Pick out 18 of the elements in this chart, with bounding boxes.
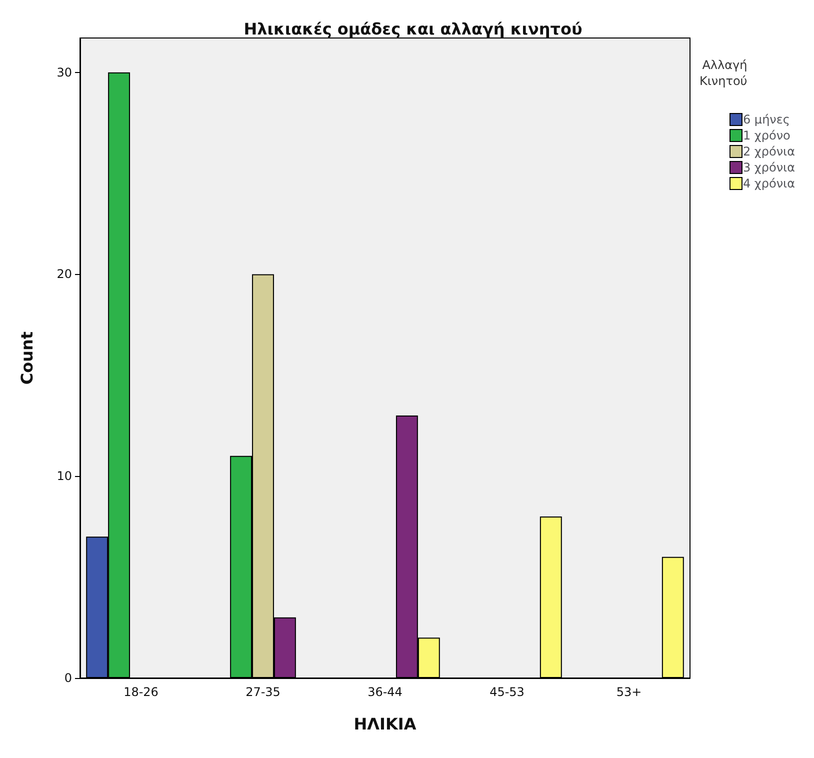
legend-label: 6 μήνες xyxy=(742,112,790,126)
x-tick-label: 36-44 xyxy=(368,685,402,699)
x-axis-title: ΗΛΙΚΙΑ xyxy=(354,714,417,734)
y-tick-label: 10 xyxy=(56,469,72,484)
y-tick-label: 20 xyxy=(56,267,72,282)
x-tick-label: 45-53 xyxy=(490,685,524,699)
legend-title: Αλλαγή Κινητού xyxy=(700,58,748,88)
y-axis-title: Count xyxy=(18,331,36,385)
legend-label: 2 χρόνια xyxy=(742,144,796,158)
y-tick-label: 30 xyxy=(56,65,72,80)
x-tick-label: 18-26 xyxy=(124,685,158,699)
chart-title: Ηλικιακές ομάδες και αλλαγή κινητού xyxy=(244,20,582,38)
legend-label: 3 χρόνια xyxy=(742,160,796,174)
y-tick-label: 0 xyxy=(64,671,72,685)
x-tick-label: 53+ xyxy=(616,685,642,699)
x-tick-label: 27-35 xyxy=(246,685,280,699)
legend-label: 1 χρόνο xyxy=(742,128,790,142)
legend-label: 4 χρόνια xyxy=(742,176,796,190)
